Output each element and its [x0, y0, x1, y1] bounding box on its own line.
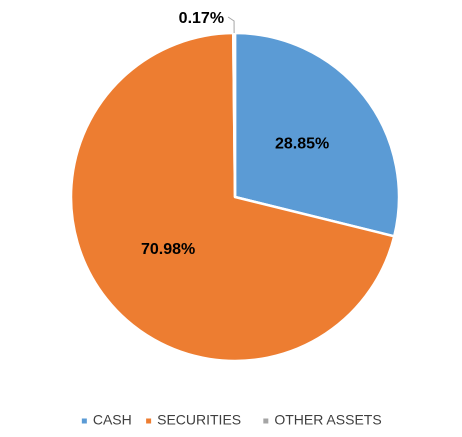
pie-slice-securities: [69, 31, 396, 363]
legend: CASH SECURITIES OTHER ASSETS: [81, 412, 382, 428]
legend-swatch-securities: [146, 418, 152, 424]
data-label-cash: 28.85%: [275, 136, 329, 153]
legend-label-securities: SECURITIES: [157, 412, 241, 428]
pie-slice-cash: [233, 31, 401, 238]
leader-lines: [227, 16, 235, 34]
data-label-other-assets: 0.17%: [179, 10, 224, 27]
legend-label-other-assets: OTHER ASSETS: [274, 412, 381, 428]
legend-swatch-other-assets: [263, 418, 269, 424]
data-labels: 28.85% 70.98% 0.17%: [141, 10, 329, 258]
legend-swatch-cash: [81, 418, 87, 424]
pie-slice-other-assets: [232, 31, 237, 199]
leader-line-other-assets: [227, 16, 235, 34]
legend-label-cash: CASH: [93, 412, 132, 428]
data-label-securities: 70.98%: [141, 241, 195, 258]
pie-slices: [69, 31, 401, 363]
